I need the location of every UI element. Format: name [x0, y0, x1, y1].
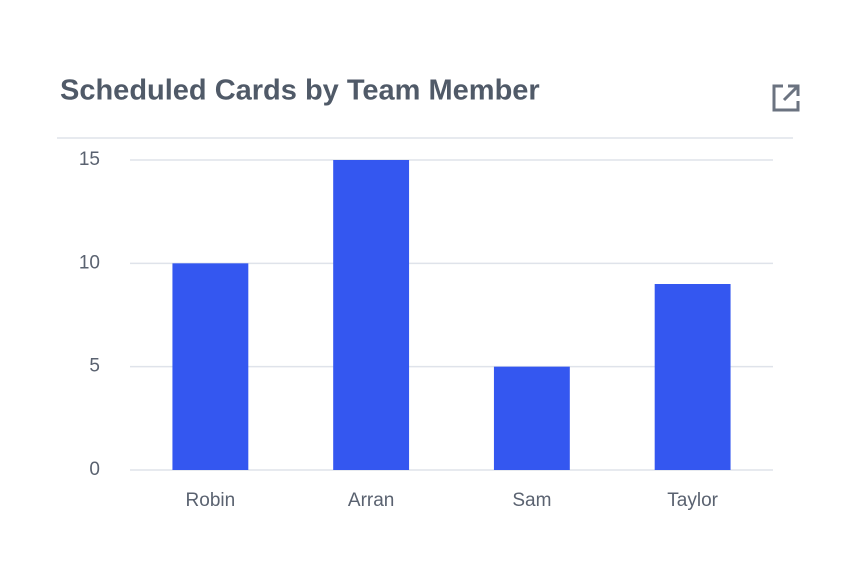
icon-arrow [782, 84, 800, 102]
bar [493, 366, 570, 470]
x-tick-label: Sam [512, 490, 551, 511]
y-tick-label: 15 [79, 149, 100, 170]
x-tick-label: Taylor [667, 490, 718, 511]
bar [654, 284, 731, 470]
y-tick-label: 10 [79, 252, 100, 273]
y-tick-label: 0 [89, 459, 100, 480]
bar [333, 160, 410, 470]
icon-box [772, 84, 800, 112]
open-external-icon[interactable] [772, 84, 800, 112]
x-tick-label: Robin [186, 490, 236, 511]
bar [172, 263, 249, 470]
y-tick-label: 5 [89, 356, 100, 377]
chart-title: Scheduled Cards by Team Member [60, 75, 540, 107]
x-tick-label: Arran [348, 490, 394, 511]
